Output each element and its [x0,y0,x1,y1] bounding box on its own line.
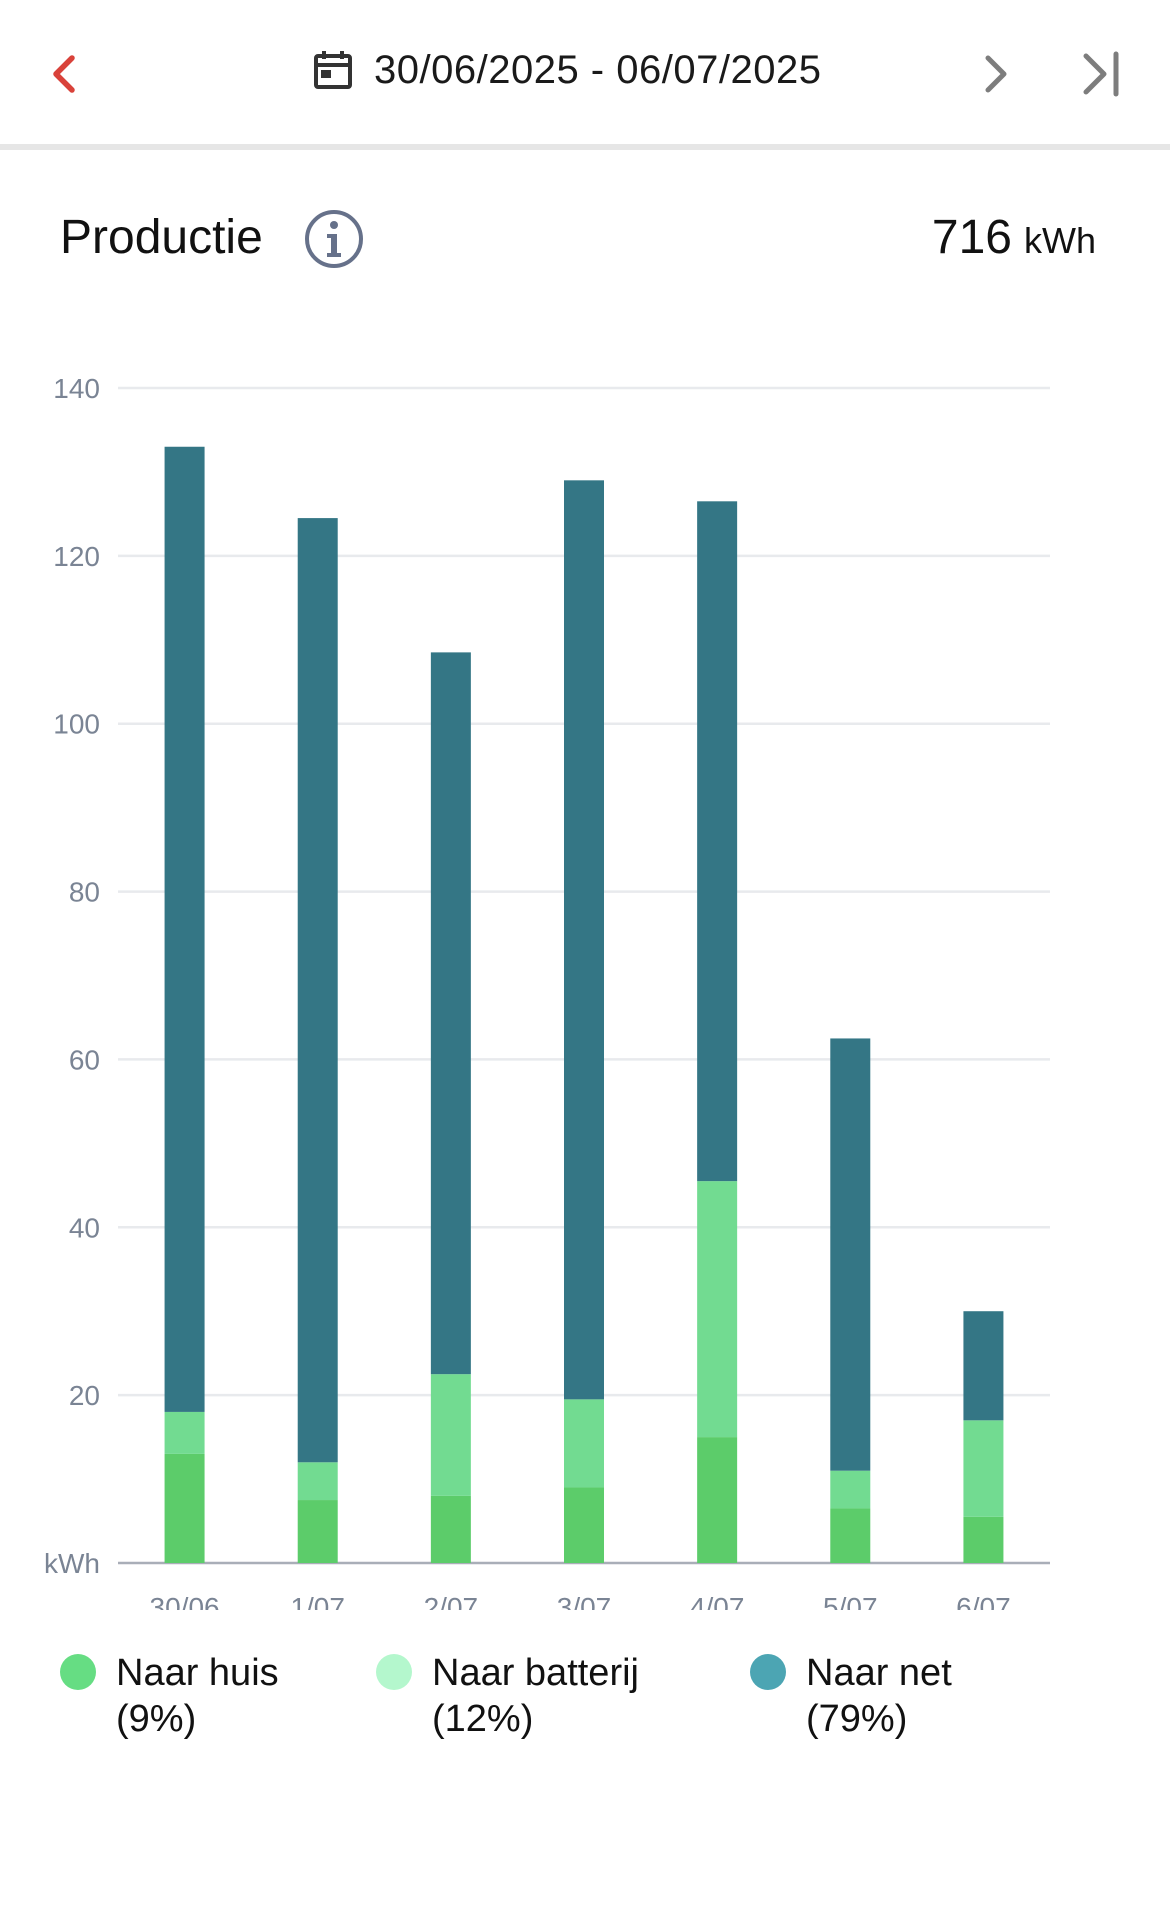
bar-segment-naar-huis [963,1516,1004,1563]
legend-series-share: (12%) [432,1698,534,1740]
x-tick-label: 5/07 [823,1592,878,1610]
total-value: 716 [931,211,1012,264]
date-range-label: 30/06/2025 - 06/07/2025 [374,47,822,92]
bar-segment-naar-net [830,1038,871,1471]
bar-segment-naar-huis [830,1508,871,1563]
bar-segment-naar-batterij [697,1181,738,1438]
top-navigation-bar: 30/06/2025 - 06/07/2025 [0,0,1170,150]
legend-label: Naar huis (9%) [116,1650,279,1742]
chevron-left-icon [53,55,75,93]
legend-series-share: (79%) [806,1698,908,1740]
chevron-right-icon [985,55,1007,93]
y-tick-label: 100 [53,709,100,740]
bar-segment-naar-net [564,480,604,1400]
y-tick-label: kWh [44,1548,100,1579]
date-range-picker[interactable]: 30/06/2025 - 06/07/2025 [312,40,821,100]
section-title: Productie [60,211,263,264]
x-tick-label: 30/06 [150,1592,220,1610]
legend-dot [60,1654,96,1690]
total-unit: kWh [1024,220,1096,261]
y-tick-label: 20 [69,1380,100,1411]
bar-segment-naar-net [297,518,338,1463]
bar-segment-naar-batterij [164,1411,205,1454]
y-tick-label: 60 [69,1044,100,1075]
legend-label: Naar batterij (12%) [432,1650,639,1742]
x-tick-label: 4/07 [690,1592,745,1610]
bar-segment-naar-net [164,446,205,1412]
legend-series-name: Naar net [806,1652,952,1694]
bar-segment-naar-batterij [564,1399,604,1488]
x-tick-label: 2/07 [424,1592,479,1610]
chart-legend: Naar huis (9%) Naar batterij (12%) Naar net(… [60,1650,1120,1760]
bar-segment-naar-huis [297,1500,338,1563]
legend-item-naar-batterij: Naar batterij (12%) [376,1650,639,1742]
y-tick-label: 40 [69,1212,100,1243]
legend-series-name: Naar huis [116,1652,279,1694]
legend-series-share: (9%) [116,1698,197,1740]
legend-item-naar-huis: Naar huis (9%) [60,1650,279,1742]
header-divider [0,144,1170,150]
legend-item-naar-net: Naar net (79%) [750,1650,952,1742]
bar-segment-naar-batterij [297,1462,338,1501]
bar-segment-naar-huis [564,1487,604,1563]
total-production: 716 kWh [932,210,1096,265]
last-period-button[interactable] [1080,48,1130,100]
y-tick-label: 120 [53,541,100,572]
x-tick-label: 1/07 [290,1592,345,1610]
bar-segment-naar-huis [697,1437,738,1563]
bar-segment-naar-net [963,1311,1004,1421]
bar-segment-naar-huis [430,1495,471,1563]
production-bar-chart: kWh 20 40 60 80 100 120 140 30/06 1/07 2/07 3/07 4/0… [44,373,1050,1610]
skip-to-end-icon [1083,51,1119,97]
bar-segment-naar-huis [164,1453,205,1563]
y-tick-label: 80 [69,877,100,908]
bar-segment-naar-net [697,501,738,1182]
legend-dot [750,1654,786,1690]
bar-segment-naar-batterij [830,1470,871,1509]
legend-dot [376,1654,412,1690]
bar-segment-naar-batterij [430,1374,471,1496]
bar-segment-naar-net [430,652,471,1375]
bar-segment-naar-batterij [963,1420,1004,1517]
x-tick-label: 6/07 [956,1592,1011,1610]
next-period-button[interactable] [976,50,1016,98]
back-button[interactable] [44,50,84,98]
info-icon[interactable] [303,208,365,270]
calendar-icon [314,51,352,89]
y-tick-label: 140 [53,373,100,404]
x-tick-label: 3/07 [557,1592,612,1610]
legend-label: Naar net (79%) [806,1650,952,1742]
legend-series-name: Naar batterij [432,1652,639,1694]
